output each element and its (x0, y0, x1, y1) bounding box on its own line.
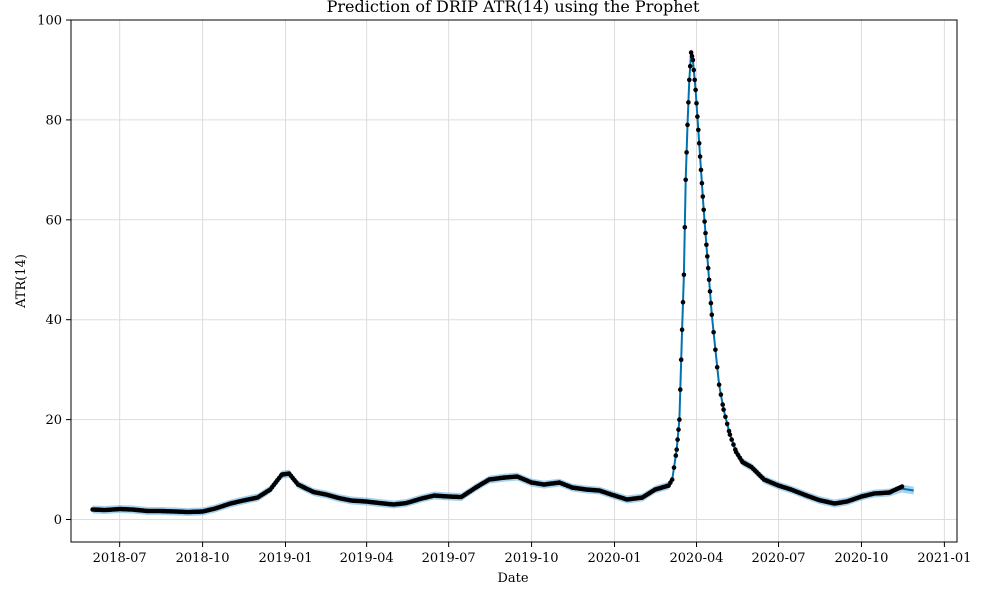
observed-point (707, 289, 713, 294)
observed-point (689, 53, 695, 59)
observed-point (671, 465, 677, 470)
observed-point (731, 442, 736, 447)
x-axis-label: Date (497, 571, 528, 586)
forecast-line-group (92, 52, 914, 514)
observed-point (691, 67, 697, 73)
observed-point (705, 254, 710, 259)
observed-point (695, 114, 700, 119)
observed-point (687, 63, 693, 69)
x-tick-label: 2021-01 (917, 551, 971, 566)
observed-point (678, 357, 684, 363)
observed-point (723, 414, 728, 420)
observed-point (683, 177, 688, 183)
x-tick-label: 2020-01 (587, 551, 641, 566)
y-tick-label: 20 (45, 413, 62, 428)
observed-point (697, 154, 703, 159)
y-tick-label: 0 (54, 513, 62, 528)
y-tick-label: 100 (37, 14, 62, 29)
x-tick-label: 2019-01 (258, 551, 312, 566)
y-tick-label: 40 (45, 313, 62, 328)
plot-frame (70, 19, 958, 543)
observed-point (709, 312, 715, 318)
observed-point (711, 329, 716, 335)
x-tick-label: 2020-04 (670, 551, 724, 566)
observed-point (676, 427, 681, 432)
observed-point (700, 194, 706, 199)
observed-point (718, 392, 724, 397)
observed-point (694, 101, 699, 106)
y-gridlines (71, 19, 957, 521)
observed-point (693, 87, 698, 93)
x-tick-label: 2018-10 (176, 551, 230, 566)
x-axis-ticks: 2018-07 2018-10 2019-01 2019-04 2019-07 2019-… (93, 542, 971, 566)
observed-point (692, 77, 697, 83)
observed-point (703, 230, 708, 236)
observed-point (713, 347, 718, 353)
observed-point (680, 299, 686, 305)
observed-point (721, 407, 726, 412)
observed-point (727, 432, 733, 437)
x-tick-label: 2018-07 (93, 551, 147, 566)
uncertainty-area (92, 48, 914, 516)
x-tick-label: 2019-10 (505, 551, 559, 566)
observed-point (686, 100, 691, 105)
observed-point (673, 453, 679, 458)
observed-point (702, 219, 707, 224)
observed-point (705, 265, 711, 271)
observed-point (678, 387, 683, 392)
x-tick-label: 2019-04 (340, 551, 394, 566)
y-axis-label: ATR(14) (14, 254, 29, 309)
observed-point (899, 484, 905, 489)
observed-point (704, 242, 709, 248)
observed-point (701, 207, 706, 213)
observed-point (716, 382, 722, 388)
x-tick-label: 2019-07 (422, 551, 476, 566)
observed-point (674, 447, 679, 452)
observed-point (698, 167, 704, 173)
observed-point (690, 57, 696, 63)
observed-point (677, 417, 682, 422)
observed-point (679, 327, 685, 333)
observed-point (729, 437, 734, 442)
observed-point (684, 150, 689, 155)
x-gridlines (119, 20, 945, 542)
observed-point (724, 421, 730, 427)
observed-point (720, 402, 725, 407)
y-axis-ticks: 0 20 40 60 80 100 (37, 14, 71, 528)
observed-point (687, 77, 692, 83)
y-tick-label: 60 (45, 213, 62, 228)
observed-point (726, 428, 732, 434)
observed-point (699, 180, 705, 186)
observed-point (708, 300, 714, 306)
observed-point (688, 50, 694, 55)
forecast-line (92, 52, 914, 514)
observed-point (675, 437, 680, 442)
x-tick-label: 2020-10 (834, 551, 888, 566)
y-tick-label: 80 (45, 113, 62, 128)
observed-point (706, 277, 712, 283)
observed-points (90, 50, 905, 515)
uncertainty-band (92, 48, 914, 516)
chart-title: Prediction of DRIP ATR(14) using the Pro… (327, 0, 700, 16)
observed-point (714, 364, 720, 370)
x-tick-label: 2020-07 (752, 551, 806, 566)
observed-point (681, 272, 687, 278)
observed-point (685, 122, 690, 128)
observed-point (669, 477, 675, 482)
observed-point (696, 140, 702, 146)
observed-point (696, 127, 701, 133)
observed-point (682, 225, 688, 230)
